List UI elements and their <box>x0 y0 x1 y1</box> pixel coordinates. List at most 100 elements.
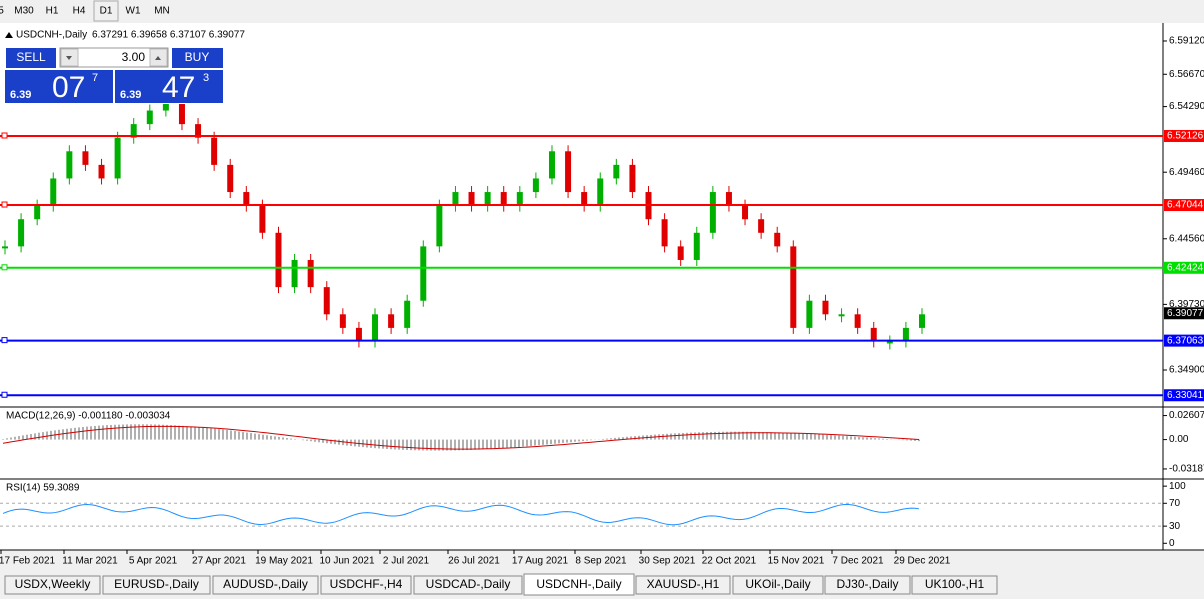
timeframe-label[interactable]: M30 <box>14 6 34 17</box>
level-tag <box>1164 199 1204 212</box>
candle <box>886 341 893 344</box>
rsi-label: RSI(14) 59.3089 <box>6 483 80 494</box>
timeframe-button[interactable] <box>40 1 64 21</box>
timeframe-label[interactable]: H4 <box>73 6 86 17</box>
tab[interactable] <box>102 575 211 595</box>
timeframe-label[interactable]: W1 <box>126 6 141 17</box>
candle <box>146 110 153 125</box>
tab-label[interactable]: USDX,Weekly <box>15 577 91 591</box>
x-tick-label: 5 Apr 2021 <box>129 556 178 567</box>
candle <box>98 164 105 179</box>
tab[interactable] <box>4 575 101 595</box>
candle <box>388 314 395 328</box>
candle <box>548 151 555 179</box>
level-label: 6.33041 <box>1167 390 1204 401</box>
x-tick-label: 19 May 2021 <box>255 556 313 567</box>
tab-label[interactable]: USDCHF-,H4 <box>330 577 403 591</box>
candle <box>774 232 781 247</box>
tab-label[interactable]: UK100-,H1 <box>925 577 985 591</box>
level-handle[interactable] <box>1 391 8 398</box>
buy-big-figure: 6.39 <box>120 89 141 101</box>
candle <box>178 96 185 125</box>
candle <box>806 300 813 328</box>
sell-label[interactable]: SELL <box>16 50 46 64</box>
timeframe-label[interactable]: MN <box>154 6 170 17</box>
y-tick-label: 30 <box>1169 521 1181 532</box>
tab-label[interactable]: XAUUSD-,H1 <box>647 577 720 591</box>
level-handle[interactable] <box>1 264 8 271</box>
timeframe-button[interactable] <box>66 1 92 21</box>
timeframe-button[interactable] <box>120 1 146 21</box>
x-tick-label: 2 Jul 2021 <box>383 556 430 567</box>
y-tick-label: 100 <box>1169 481 1186 492</box>
level-tag <box>1164 261 1204 274</box>
y-tick-label: 6.54290 <box>1169 101 1204 112</box>
candle <box>259 205 266 233</box>
lots-input[interactable] <box>59 47 169 68</box>
x-tick-label: 30 Sep 2021 <box>639 556 696 567</box>
down-arrow <box>66 56 72 60</box>
candle <box>597 178 604 206</box>
tab[interactable] <box>413 575 523 595</box>
buy-button[interactable] <box>172 48 223 68</box>
candle <box>34 205 41 220</box>
candle <box>130 124 137 138</box>
tab[interactable] <box>320 575 412 595</box>
tab[interactable] <box>635 575 731 595</box>
tab-label[interactable]: DJ30-,Daily <box>836 577 898 591</box>
y-tick-label: 6.44560 <box>1169 233 1204 244</box>
lots-value[interactable]: 3.00 <box>122 50 146 64</box>
candle <box>870 327 877 342</box>
tab[interactable] <box>212 575 319 595</box>
tab[interactable] <box>824 575 911 595</box>
level-handle[interactable] <box>1 132 8 139</box>
sell-price-box[interactable] <box>5 70 113 103</box>
tab[interactable] <box>732 575 824 595</box>
candle <box>452 192 459 206</box>
x-tick-label: 7 Dec 2021 <box>832 556 884 567</box>
y-tick-label: 6.56670 <box>1169 69 1204 80</box>
up-arrow <box>155 56 161 60</box>
timeframe-button[interactable] <box>93 0 119 22</box>
symbol-label: USDCNH-,Daily <box>16 30 87 41</box>
tab-label[interactable]: EURUSD-,Daily <box>114 577 199 591</box>
tab-label[interactable]: USDCAD-,Daily <box>426 577 511 591</box>
current-price-tag <box>1164 307 1204 320</box>
candle <box>565 151 572 193</box>
y-tick-label: 0 <box>1169 538 1175 549</box>
buy-price-box[interactable] <box>115 70 223 103</box>
tab-label[interactable]: USDCNH-,Daily <box>536 577 621 591</box>
timeframe-button[interactable] <box>10 1 38 21</box>
tab-label[interactable]: UKOil-,Daily <box>745 577 810 591</box>
buy-label[interactable]: BUY <box>185 50 210 64</box>
level-handle[interactable] <box>1 201 8 208</box>
tab-label[interactable]: AUDUSD-,Daily <box>223 577 308 591</box>
level-tag <box>1164 129 1204 142</box>
timeframe-label[interactable]: D1 <box>100 6 113 17</box>
timeframe-label[interactable]: H1 <box>46 6 59 17</box>
candle <box>307 259 314 288</box>
ohlc-label: 6.37291 6.39658 6.37107 6.39077 <box>92 30 245 41</box>
x-tick-label: 27 Apr 2021 <box>192 556 246 567</box>
level-handle[interactable] <box>1 337 8 344</box>
candle <box>484 192 491 206</box>
timeframe-button[interactable] <box>0 1 8 21</box>
timeframe-label[interactable]: 5 <box>0 6 4 17</box>
toolbar <box>0 0 1204 22</box>
buy-fraction: 3 <box>203 72 209 84</box>
x-tick-label: 10 Jun 2021 <box>319 556 374 567</box>
x-tick-label: 8 Sep 2021 <box>575 556 627 567</box>
sell-pips: 07 <box>52 71 85 104</box>
candle <box>613 164 620 179</box>
level-label: 6.52126 <box>1167 131 1204 142</box>
candle <box>211 137 218 165</box>
tab[interactable] <box>523 573 635 596</box>
sell-button[interactable] <box>6 48 56 68</box>
candle <box>66 151 73 179</box>
x-tick-label: 11 Mar 2021 <box>62 556 118 567</box>
timeframe-button[interactable] <box>148 1 176 21</box>
tab[interactable] <box>911 575 998 595</box>
level-label: 6.37063 <box>1167 335 1204 346</box>
candle <box>227 164 234 193</box>
candle <box>758 219 765 233</box>
